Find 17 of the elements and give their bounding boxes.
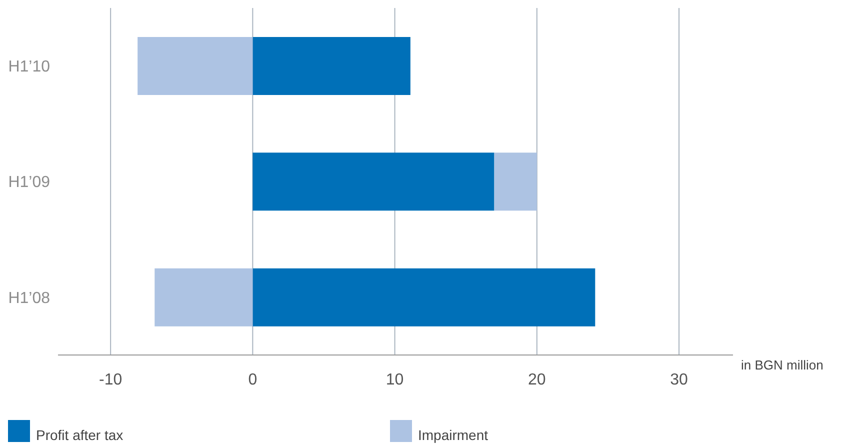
bar (252, 37, 410, 95)
legend-label: Profit after tax (36, 427, 124, 443)
bar (252, 152, 494, 211)
x-axis-title: in BGN million (741, 358, 824, 373)
bar (154, 268, 253, 326)
y-tick-label: H1’10 (8, 58, 50, 76)
bar (252, 268, 596, 326)
bar (138, 37, 253, 95)
x-tick-label: 20 (528, 371, 546, 388)
bar (494, 152, 537, 211)
y-tick-label: H1’08 (8, 290, 50, 307)
x-tick-label: 30 (670, 371, 688, 388)
x-tick-label: -10 (99, 371, 122, 388)
legend-label: Impairment (418, 427, 488, 443)
x-tick-label: 0 (248, 371, 258, 388)
y-tick-label: H1’09 (8, 174, 50, 192)
x-tick-label: 10 (386, 371, 404, 388)
